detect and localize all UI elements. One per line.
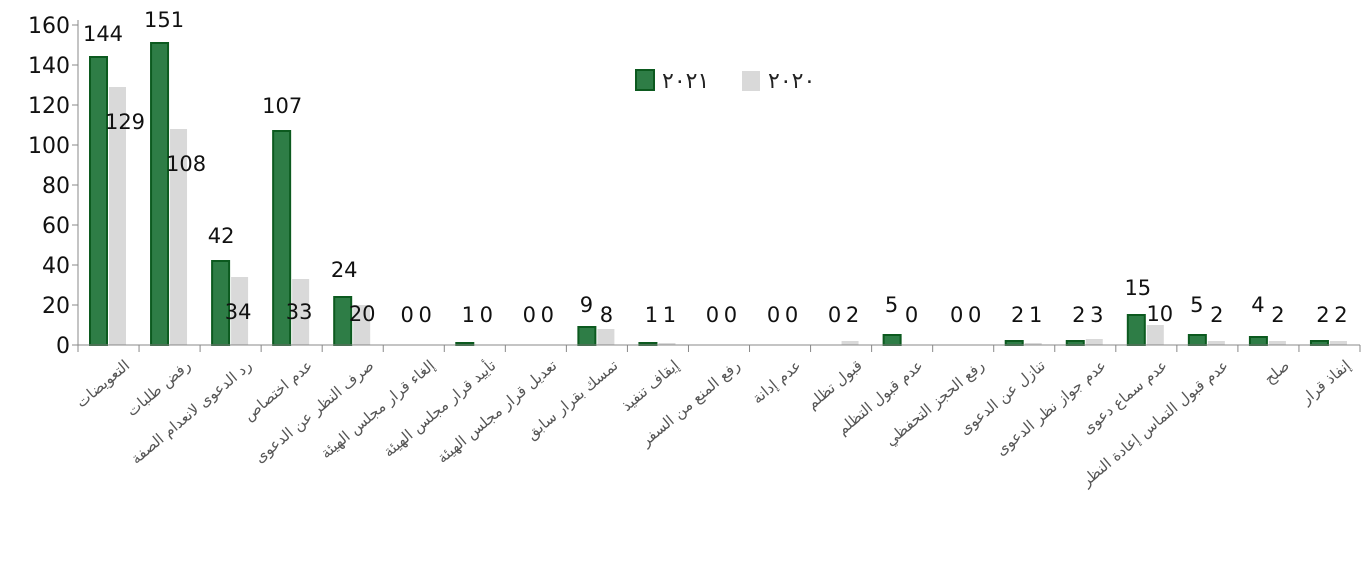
bar-2021 (577, 326, 597, 346)
data-label-2021: 24 (331, 258, 358, 282)
data-label-2020: 108 (166, 152, 206, 176)
data-label-2020: 1 (663, 303, 676, 327)
x-category-label: رفع المنع من السفر (636, 356, 743, 450)
data-label-2020: 3 (1090, 303, 1103, 327)
x-category-label: إنفاذ قرار (1297, 356, 1354, 408)
bar-2020 (109, 87, 126, 345)
x-category-label: صرف النظر عن الدعوى (251, 356, 378, 466)
y-axis: 0 20 40 60 80 100 120 140 160 (28, 14, 79, 359)
data-label-2020: 2 (1334, 303, 1347, 327)
data-label-2020: 0 (785, 303, 798, 327)
bar-2021 (1004, 340, 1024, 346)
x-category-label: عدم إدانة (749, 356, 805, 407)
y-tick-label: 0 (56, 334, 70, 359)
bar-2020 (1207, 341, 1225, 345)
bar-2021 (1309, 340, 1329, 346)
data-label-2021: 0 (767, 303, 780, 327)
data-label-2020: 10 (1146, 302, 1173, 326)
data-label-2021: 0 (828, 303, 841, 327)
data-label-2020: 0 (724, 303, 737, 327)
bar-2020 (1268, 341, 1286, 345)
bar-2020 (597, 329, 615, 345)
x-category-label: عدم جواز نظر الدعوى (992, 356, 1110, 459)
data-label-2021: 15 (1124, 276, 1151, 300)
bar-2020 (1146, 325, 1164, 345)
bar-2020 (1329, 341, 1347, 345)
bar-2020 (658, 343, 676, 345)
data-label-2021: 0 (401, 303, 414, 327)
data-label-2021: 0 (706, 303, 719, 327)
legend-swatch-2021 (635, 69, 655, 91)
data-label-2021: 2 (1316, 303, 1329, 327)
x-category-label: رد الدعوى لانعدام الصفة (127, 356, 255, 467)
bar-2020 (292, 279, 310, 345)
x-category-label: قبول تظلم (803, 356, 866, 413)
data-label-2020: 0 (905, 303, 918, 327)
data-label-2020: 129 (105, 110, 145, 134)
data-label-2020: 0 (541, 303, 554, 327)
data-label-2020: 0 (480, 303, 493, 327)
y-tick-label: 40 (42, 254, 70, 279)
data-label-2021: 151 (144, 8, 184, 32)
data-label-2021: 107 (262, 94, 302, 118)
data-label-2020: 34 (225, 300, 252, 324)
bars (89, 42, 1347, 346)
bar-2021 (1065, 340, 1085, 346)
x-category-label: تعديل قرار مجلس الهيئة (434, 356, 561, 467)
data-label-2021: 2 (1011, 303, 1024, 327)
bar-2020 (1085, 339, 1103, 345)
data-label-2020: 2 (1210, 303, 1223, 327)
x-category-label: صلح (1260, 356, 1293, 387)
y-tick-label: 120 (28, 94, 70, 119)
x-category-label: التعويضات (72, 356, 133, 411)
data-label-2021: 42 (208, 224, 235, 248)
data-label-2020: 33 (286, 300, 313, 324)
data-label-2020: 2 (1271, 303, 1284, 327)
x-category-label: إلغاء قرار مجلس الهيئة (317, 356, 438, 462)
data-label-2021: 1 (645, 303, 658, 327)
data-label-2021: 0 (950, 303, 963, 327)
data-label-2020: 2 (846, 303, 859, 327)
bar-2021 (1126, 314, 1146, 346)
bar-2021 (882, 334, 902, 346)
data-label-2020: 0 (968, 303, 981, 327)
data-label-2021: 1 (462, 303, 475, 327)
y-tick-label: 100 (28, 134, 70, 159)
data-label-2020: 0 (419, 303, 432, 327)
data-label-2020: 8 (600, 303, 613, 327)
legend-swatch-2020 (742, 71, 760, 91)
data-label-2020: 20 (349, 302, 376, 326)
y-tick-label: 60 (42, 214, 70, 239)
bar-2020 (170, 129, 188, 345)
data-label-2021: 0 (523, 303, 536, 327)
bar-2021 (89, 56, 108, 346)
y-tick-label: 140 (28, 54, 70, 79)
y-tick-label: 20 (42, 294, 70, 319)
data-label-2021: 144 (83, 22, 123, 46)
data-label-2021: 9 (580, 293, 593, 317)
y-tick-label: 160 (28, 14, 70, 39)
legend-label-2020: ٢٠٢٠ (768, 69, 815, 94)
legend-label-2021: ٢٠٢١ (662, 69, 709, 94)
data-label-2021: 2 (1072, 303, 1085, 327)
data-label-2021: 4 (1251, 293, 1264, 317)
bar-2020 (841, 341, 859, 345)
bar-2020 (1024, 343, 1042, 345)
legend: ٢٠٢١ ٢٠٢٠ (635, 69, 815, 94)
data-label-2021: 5 (885, 293, 898, 317)
data-label-2020: 1 (1029, 303, 1042, 327)
bar-2021 (150, 42, 170, 346)
bar-2020 (231, 277, 249, 345)
bar-2021 (1187, 334, 1207, 346)
data-label-2021: 5 (1190, 293, 1203, 317)
x-category-label: تأييد قرار مجلس الهيئة (378, 355, 499, 461)
bar-2020 (353, 305, 371, 345)
bar-2021 (1248, 336, 1268, 346)
y-tick-label: 80 (42, 174, 70, 199)
